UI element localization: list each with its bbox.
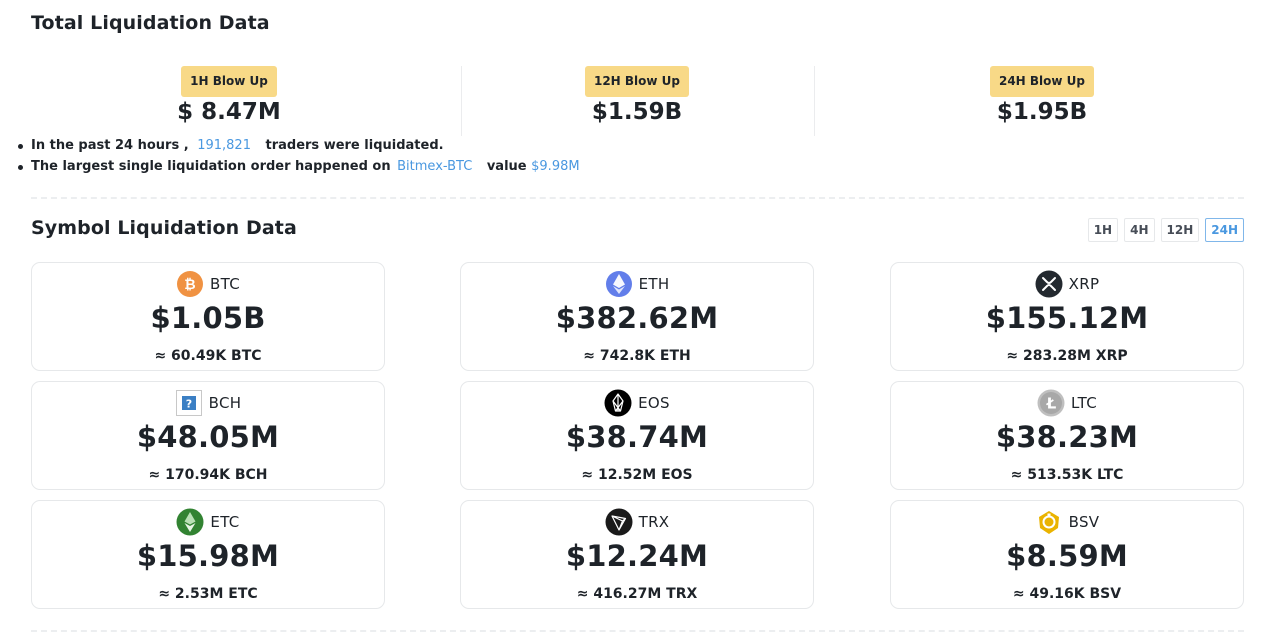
coin-name: TRX: [638, 513, 670, 531]
coin-amount: $1.05B: [150, 301, 266, 335]
missing-image-icon: ?: [175, 390, 202, 416]
coin-approx: ≈ 12.52M EOS: [581, 467, 693, 483]
section-divider: [31, 197, 1244, 199]
section-divider: [31, 630, 1244, 632]
symbol-card-ltc[interactable]: Ł LTC $38.23M ≈ 513.53K LTC: [890, 381, 1244, 490]
coin-amount: $38.74M: [565, 420, 709, 454]
timeframe-selector: 1H 4H 12H 24H: [1087, 218, 1244, 242]
coin-name: BSV: [1068, 513, 1100, 531]
coin-approx: ≈ 170.94K BCH: [148, 467, 268, 483]
blowup-24h: 24H Blow Up $1.95B: [865, 66, 1219, 138]
coin-approx: ≈ 2.53M ETC: [158, 586, 258, 602]
coin-name: EOS: [638, 394, 670, 412]
blowup-badge: 24H Blow Up: [989, 66, 1095, 97]
coin-approx: ≈ 742.8K ETH: [583, 348, 691, 364]
xrp-icon: [1035, 270, 1063, 298]
line2-prefix: The largest single liquidation order hap…: [31, 159, 391, 174]
coin-amount: $48.05M: [136, 420, 280, 454]
liquidation-summary-list: In the past 24 hours , 191,821 traders w…: [18, 137, 580, 179]
symbol-card-eos[interactable]: EOS $38.74M ≈ 12.52M EOS: [460, 381, 814, 490]
symbol-card-trx[interactable]: TRX $12.24M ≈ 416.27M TRX: [460, 500, 814, 609]
symbol-card-etc[interactable]: ETC $15.98M ≈ 2.53M ETC: [31, 500, 385, 609]
trx-icon: [605, 508, 633, 536]
coin-name: ETC: [210, 513, 240, 531]
column-divider: [814, 66, 815, 136]
column-divider: [461, 66, 462, 136]
coin-amount: $12.24M: [565, 539, 709, 573]
coin-approx: ≈ 416.27M TRX: [576, 586, 698, 602]
largest-order-line: The largest single liquidation order hap…: [18, 158, 580, 179]
symbol-card-bch[interactable]: ? BCH $48.05M ≈ 170.94K BCH: [31, 381, 385, 490]
coin-name: XRP: [1068, 275, 1100, 293]
timeframe-4h-button[interactable]: 4H: [1124, 218, 1155, 242]
svg-text:Ł: Ł: [1046, 395, 1057, 413]
eos-icon: [604, 389, 632, 417]
liquidated-trader-count: 191,821: [197, 138, 251, 153]
symbol-card-btc[interactable]: ₿ BTC $1.05B ≈ 60.49K BTC: [31, 262, 385, 371]
coin-approx: ≈ 283.28M XRP: [1006, 348, 1128, 364]
coin-name: BTC: [210, 275, 240, 293]
timeframe-1h-button[interactable]: 1H: [1087, 218, 1119, 242]
largest-order-exchange: Bitmex-BTC: [397, 159, 473, 174]
traders-liquidated-line: In the past 24 hours , 191,821 traders w…: [18, 137, 580, 158]
total-liquidation-title: Total Liquidation Data: [31, 12, 270, 34]
timeframe-24h-button[interactable]: 24H: [1205, 218, 1244, 242]
coin-approx: ≈ 513.53K LTC: [1010, 467, 1124, 483]
coin-amount: $38.23M: [995, 420, 1139, 454]
coin-amount: $382.62M: [555, 301, 719, 335]
blowup-amount: $1.95B: [996, 99, 1088, 125]
line1-prefix: In the past 24 hours ,: [31, 138, 189, 153]
blowup-amount: $ 8.47M: [177, 99, 281, 125]
coin-approx: ≈ 49.16K BSV: [1012, 586, 1122, 602]
svg-text:?: ?: [185, 398, 191, 411]
timeframe-12h-button[interactable]: 12H: [1160, 218, 1200, 242]
coin-amount: $15.98M: [136, 539, 280, 573]
ltc-icon: Ł: [1037, 389, 1065, 417]
blowup-amount: $1.59B: [591, 99, 683, 125]
coin-approx: ≈ 60.49K BTC: [154, 348, 262, 364]
coin-name: ETH: [638, 275, 670, 293]
blowup-1h: 1H Blow Up $ 8.47M: [52, 66, 406, 138]
largest-order-value: $9.98M: [531, 159, 580, 174]
symbol-card-eth[interactable]: ETH $382.62M ≈ 742.8K ETH: [460, 262, 814, 371]
blowup-12h: 12H Blow Up $1.59B: [460, 66, 814, 138]
svg-text:₿: ₿: [184, 277, 195, 293]
blowup-badge: 1H Blow Up: [181, 66, 277, 97]
line2-value-label: value: [486, 159, 527, 174]
btc-icon: ₿: [177, 271, 204, 297]
bsv-icon: [1038, 511, 1059, 534]
etc-icon: [176, 508, 204, 536]
blowup-badge: 12H Blow Up: [584, 66, 690, 97]
line1-suffix: traders were liquidated.: [265, 138, 444, 153]
symbol-liquidation-title: Symbol Liquidation Data: [31, 217, 297, 239]
coin-name: BCH: [208, 394, 242, 412]
coin-amount: $155.12M: [985, 301, 1149, 335]
coin-amount: $8.59M: [1006, 539, 1128, 573]
symbol-card-bsv[interactable]: BSV $8.59M ≈ 49.16K BSV: [890, 500, 1244, 609]
symbol-card-xrp[interactable]: XRP $155.12M ≈ 283.28M XRP: [890, 262, 1244, 371]
eth-icon: [605, 271, 632, 297]
coin-name: LTC: [1071, 394, 1097, 412]
